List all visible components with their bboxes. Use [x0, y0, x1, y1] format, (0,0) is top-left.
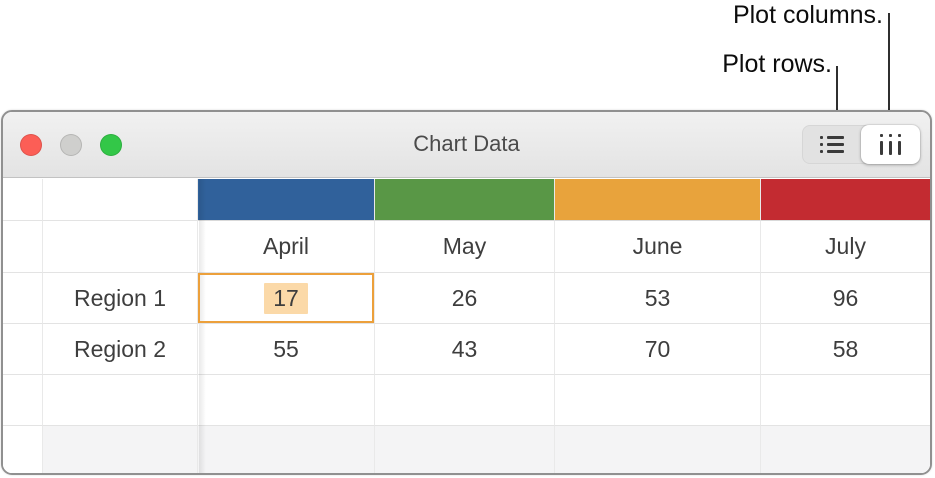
window-title: Chart Data	[413, 131, 520, 156]
empty-cell[interactable]	[761, 375, 930, 426]
cell-region1-may[interactable]: 26	[375, 273, 555, 324]
plot-columns-pointer-line	[888, 13, 890, 123]
cell-region2-april[interactable]: 55	[198, 324, 375, 375]
plot-style-segmented-control	[802, 125, 920, 164]
empty-cell[interactable]	[375, 375, 555, 426]
plot-columns-icon	[880, 134, 901, 155]
plot-columns-button[interactable]	[861, 125, 920, 164]
empty-row-label-cell[interactable]	[43, 375, 198, 426]
cell-region1-april-selected[interactable]: 17	[198, 273, 375, 324]
plot-rows-callout: Plot rows.	[722, 50, 832, 78]
row-header-region2[interactable]: Region 2	[43, 324, 198, 375]
empty-cell[interactable]	[198, 375, 375, 426]
series-swatch-june	[555, 179, 761, 221]
series-swatch-may	[375, 179, 555, 221]
series-swatch-april	[198, 179, 375, 221]
close-button[interactable]	[20, 134, 42, 156]
empty-cell[interactable]	[555, 375, 761, 426]
table-footer-cell	[375, 426, 555, 473]
cell-region2-may[interactable]: 43	[375, 324, 555, 375]
column-header-may[interactable]: May	[375, 221, 555, 273]
series-swatch-july	[761, 179, 930, 221]
plot-rows-pointer-line	[836, 66, 838, 123]
minimize-button[interactable]	[60, 134, 82, 156]
title-bar[interactable]: Chart Data	[3, 112, 930, 178]
plot-columns-callout: Plot columns.	[732, 1, 883, 29]
row-label-corner-cell	[43, 179, 198, 221]
table-footer-cell	[761, 426, 930, 473]
gutter-cell	[3, 179, 43, 221]
table-footer-cell	[198, 426, 375, 473]
row-header-blank-cell[interactable]	[43, 221, 198, 273]
selected-cell-value: 17	[264, 282, 308, 314]
column-header-june[interactable]: June	[555, 221, 761, 273]
gutter-cell	[3, 273, 43, 324]
traffic-lights	[20, 112, 122, 178]
gutter-cell	[3, 324, 43, 375]
cell-region2-july[interactable]: 58	[761, 324, 930, 375]
column-header-july[interactable]: July	[761, 221, 930, 273]
table-footer-cell	[555, 426, 761, 473]
column-header-april[interactable]: April	[198, 221, 375, 273]
cell-region1-june[interactable]: 53	[555, 273, 761, 324]
gutter-cell	[3, 375, 43, 426]
cell-region1-july[interactable]: 96	[761, 273, 930, 324]
cell-region2-june[interactable]: 70	[555, 324, 761, 375]
chart-data-window: Chart Data	[1, 110, 932, 475]
zoom-button[interactable]	[100, 134, 122, 156]
row-header-region1[interactable]: Region 1	[43, 273, 198, 324]
chart-data-table: April May June July Region 1 17 26 53 96…	[3, 179, 930, 473]
plot-rows-icon	[819, 136, 844, 153]
gutter-cell	[3, 426, 43, 473]
table-footer-cell	[43, 426, 198, 473]
plot-rows-button[interactable]	[802, 125, 861, 164]
gutter-cell	[3, 221, 43, 273]
